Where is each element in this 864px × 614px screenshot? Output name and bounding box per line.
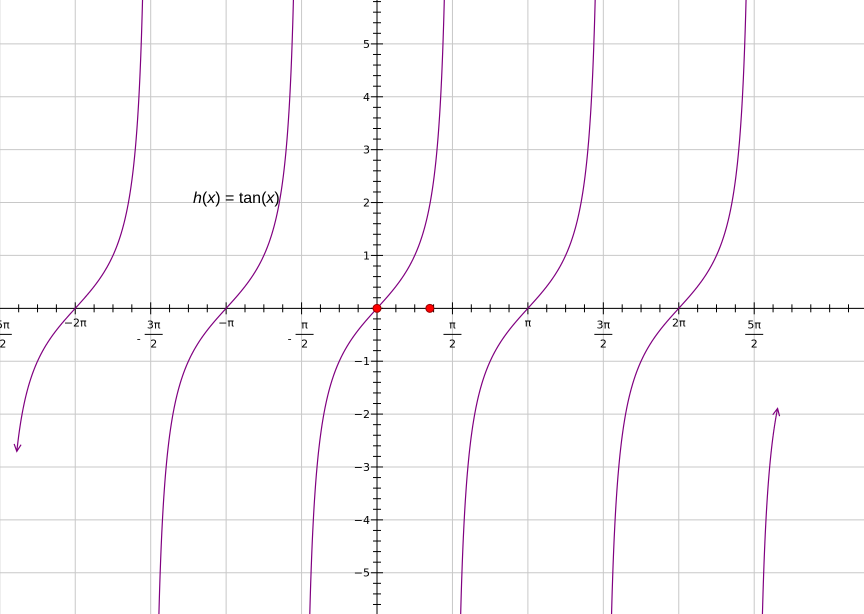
function-rhs-paren-close: ) <box>274 190 279 207</box>
x-tick-label: π <box>525 316 532 329</box>
y-tick-label: −4 <box>354 514 370 527</box>
x-tick-label-fraction: -3π 2 <box>137 318 163 350</box>
function-equals: = <box>225 190 234 207</box>
x-tick-label-denominator: 2 <box>751 337 758 350</box>
x-tick-label-numerator: π <box>449 318 456 331</box>
x-tick-label-sign: - <box>137 332 141 345</box>
x-tick-label-numerator: 5π <box>747 318 761 331</box>
tan-branch <box>761 409 777 614</box>
function-paren-close: ) <box>215 190 225 207</box>
y-tick-label: −5 <box>354 567 370 580</box>
x-tick-label-denominator: 2 <box>150 337 157 350</box>
function-rhs: tan <box>239 190 261 207</box>
x-tick-label-denominator: 2 <box>0 337 6 350</box>
function-name: h <box>193 190 202 207</box>
tan-curve <box>14 0 779 614</box>
point-marker <box>373 304 381 312</box>
tan-branch <box>17 0 144 451</box>
x-tick-label-denominator: 2 <box>449 337 456 350</box>
point-marker <box>426 304 434 312</box>
x-tick-label-denominator: 2 <box>301 337 308 350</box>
x-tick-label-fraction: -5π2 <box>0 318 12 350</box>
x-tick-label-fraction: -π 2 <box>288 318 314 350</box>
y-tick-label: −1 <box>354 355 370 368</box>
x-tick-label: −2π <box>64 316 87 329</box>
y-tick-label: 4 <box>363 91 370 104</box>
x-tick-label-numerator: 3π <box>147 318 161 331</box>
x-tick-label: 2π <box>672 316 686 329</box>
x-tick-label-fraction: π2 <box>443 318 461 350</box>
x-tick-label-sign: - <box>288 332 292 345</box>
y-tick-label: −2 <box>354 408 370 421</box>
y-tick-label: 5 <box>363 38 370 51</box>
axis-ticks <box>19 2 849 605</box>
y-tick-label: 2 <box>363 197 370 210</box>
x-tick-label: −π <box>218 316 234 329</box>
y-tick-label: 1 <box>363 249 370 262</box>
x-tick-label-fraction: 3π2 <box>594 318 612 350</box>
x-tick-label-denominator: 2 <box>600 337 607 350</box>
x-tick-label-fraction: 5π2 <box>745 318 763 350</box>
function-label: h(x) = tan(x) <box>193 190 280 207</box>
x-tick-label-numerator: 5π <box>0 318 10 331</box>
x-tick-label-numerator: 3π <box>597 318 611 331</box>
y-tick-label: −3 <box>354 461 370 474</box>
y-tick-label: 3 <box>363 144 370 157</box>
x-tick-label-numerator: π <box>301 318 308 331</box>
